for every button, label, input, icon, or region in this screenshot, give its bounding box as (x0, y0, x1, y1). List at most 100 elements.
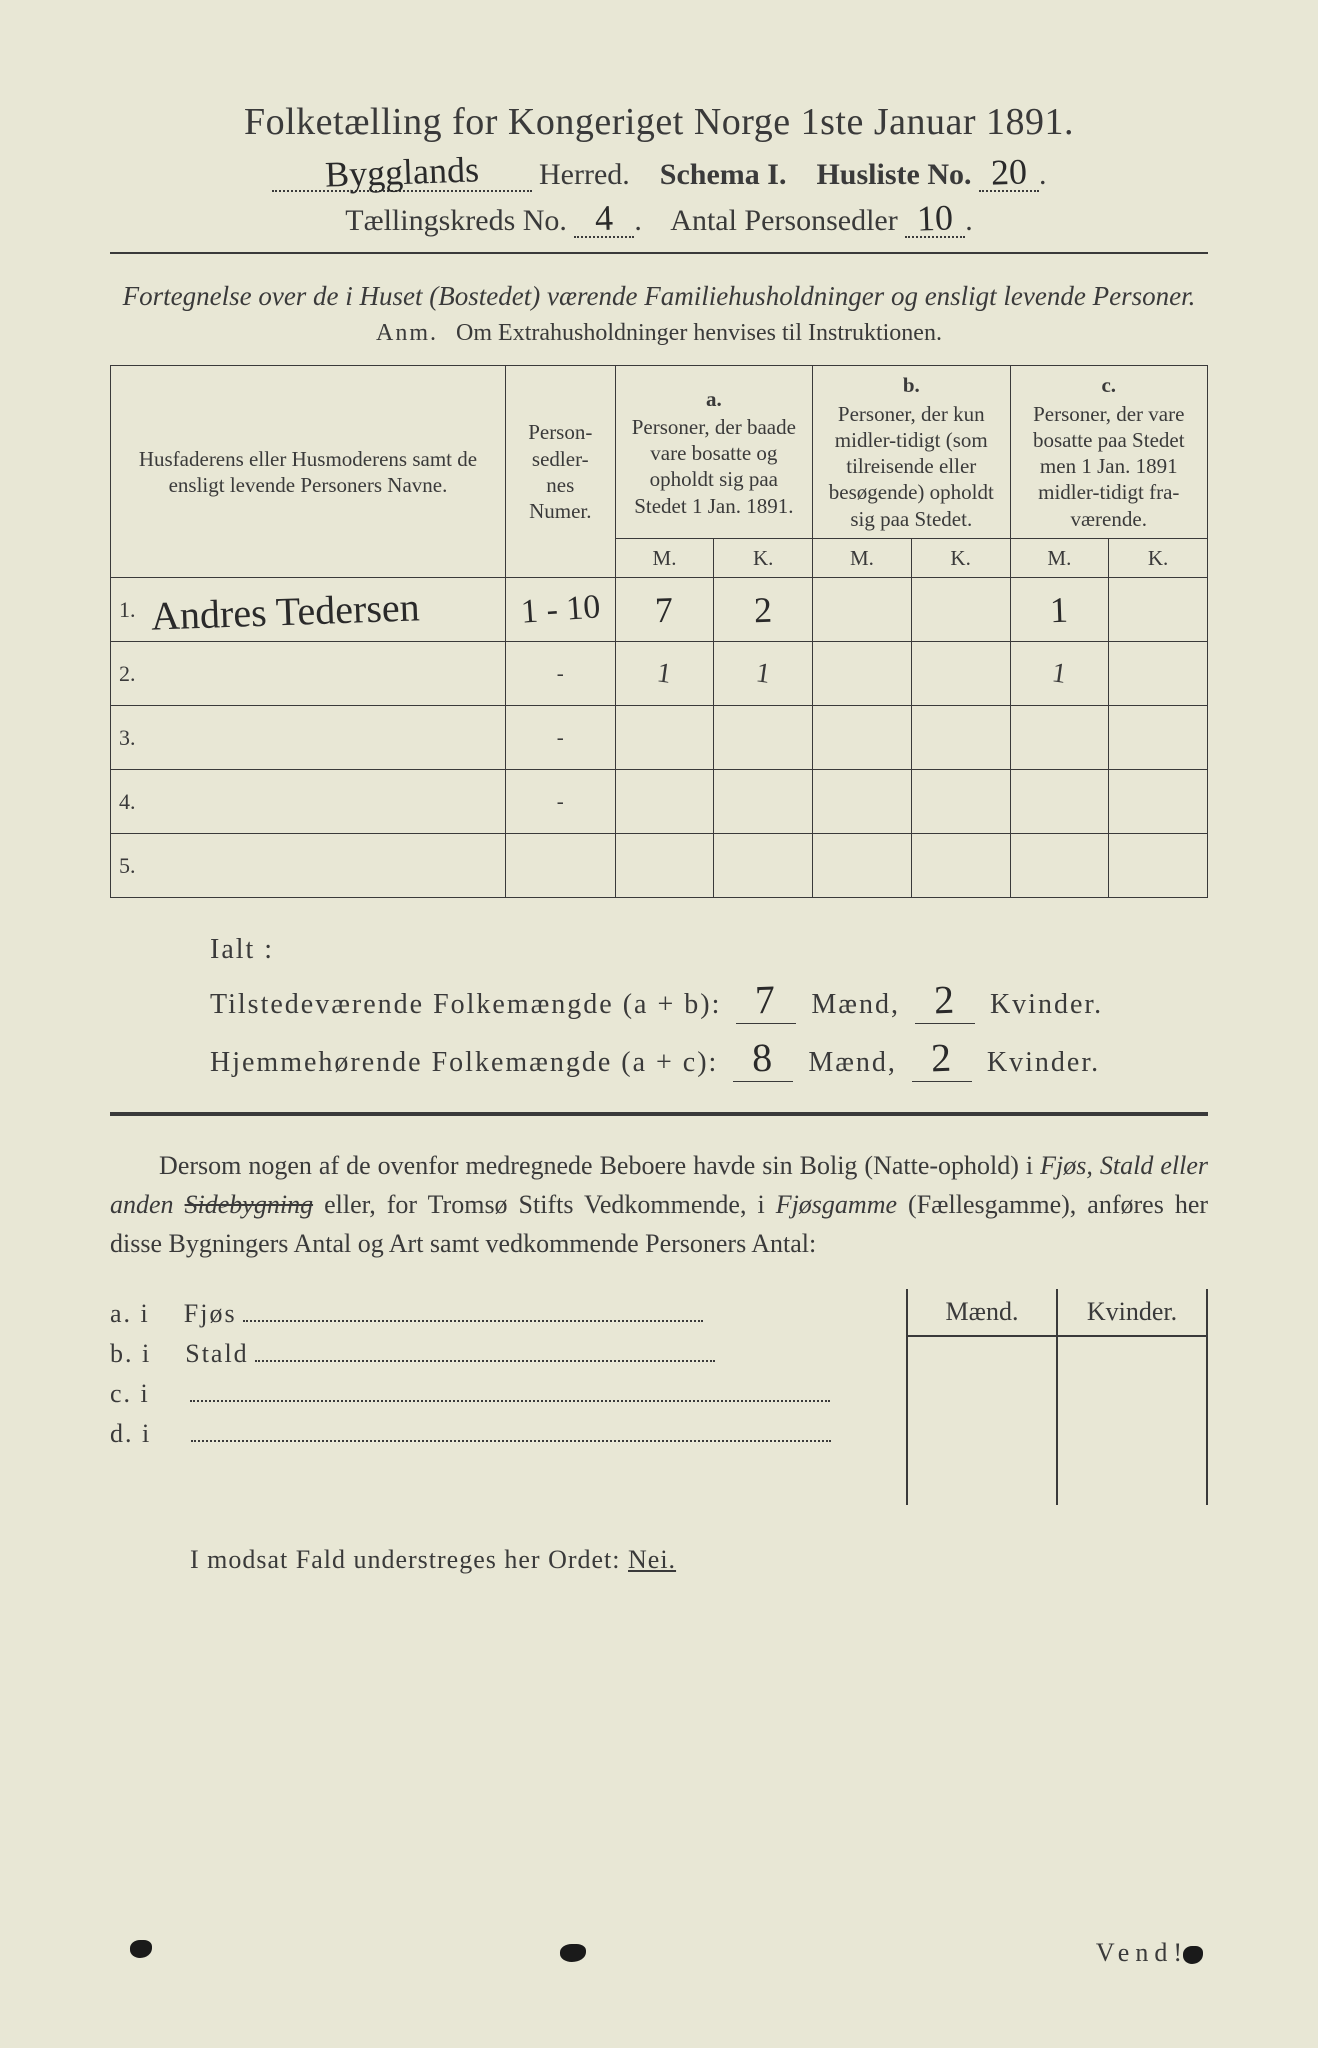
husliste-field: 20 (979, 154, 1039, 192)
col-head-b: b. Personer, der kun midler-tidigt (som … (813, 366, 1010, 539)
hjemme-label: Hjemmehørende Folkemængde (a + c): (210, 1047, 718, 1078)
final-text: I modsat Fald understreges her Ordet: (190, 1545, 628, 1574)
cell-bK (911, 834, 1010, 898)
lower-item: c. i (110, 1379, 890, 1409)
col-c-label: c. (1019, 372, 1200, 398)
col-head-name: Husfaderens eller Husmoderens samt de en… (111, 366, 506, 578)
census-table: Husfaderens eller Husmoderens samt de en… (110, 365, 1208, 898)
anm-label: Anm. (376, 320, 438, 346)
maend-label-1: Mænd, (811, 989, 900, 1020)
herred-field: Bygglands (272, 154, 532, 192)
cell-cK (1109, 642, 1208, 706)
kreds-value: 4 (595, 200, 614, 237)
col-c-text: Personer, der vare bosatte paa Stedet me… (1033, 402, 1185, 531)
cell-bK (911, 706, 1010, 770)
title-prefix: Folketælling for Kongeriget Norge 1ste J… (244, 101, 976, 143)
cell-aM (615, 706, 714, 770)
anm-text: Om Extrahusholdninger henvises til Instr… (456, 320, 942, 346)
cell-aM (615, 834, 714, 898)
cell-num: - (505, 706, 615, 770)
header-line-2: Tællingskreds No. 4 . Antal Personsedler… (110, 200, 1208, 238)
hjemme-m: 8 (752, 1034, 776, 1082)
cell-aK (714, 834, 813, 898)
maend-label-2: Mænd, (808, 1047, 897, 1078)
cell-name: 4. (111, 770, 506, 834)
husliste-value: 20 (990, 153, 1027, 190)
lower-item: b. i Stald (110, 1339, 890, 1369)
cell-aK: 2 (714, 578, 813, 642)
cell-num (505, 834, 615, 898)
ialt-label: Ialt : (210, 934, 1208, 966)
final-line: I modsat Fald understreges her Ordet: Ne… (190, 1545, 1208, 1575)
herred-label: Herred. (539, 158, 630, 191)
table-row: 2.-111 (111, 642, 1208, 706)
table-row: 4.- (111, 770, 1208, 834)
col-b-label: b. (821, 372, 1001, 398)
cell-num: 1 - 10 (505, 578, 615, 642)
cell-aM: 7 (615, 578, 714, 642)
cell-num: - (505, 642, 615, 706)
ink-blot-icon (560, 1944, 586, 1962)
head-a-k: K. (714, 538, 813, 577)
lower-left: a. i Fjøs b. i Stald c. i d. i (110, 1289, 906, 1505)
kreds-label: Tællingskreds No. (345, 204, 567, 237)
kvinder-label-1: Kvinder. (990, 989, 1103, 1020)
head-b-m: M. (813, 538, 912, 577)
personsedler-value: 10 (917, 199, 954, 236)
head-c-k: K. (1109, 538, 1208, 577)
hjemme-k: 2 (930, 1034, 954, 1082)
husliste-label: Husliste No. (816, 158, 971, 191)
tilstede-label: Tilstedeværende Folkemængde (a + b): (210, 989, 721, 1020)
head-b-k: K. (911, 538, 1010, 577)
cell-cM: 1 (1010, 642, 1109, 706)
cell-bM (813, 770, 912, 834)
totals-block: Ialt : Tilstedeværende Folkemængde (a + … (210, 934, 1208, 1082)
cell-name: 3. (111, 706, 506, 770)
head-a-m: M. (615, 538, 714, 577)
cell-cM (1010, 770, 1109, 834)
table-row: 5. (111, 834, 1208, 898)
tilstede-k: 2 (933, 976, 957, 1024)
lower-block: a. i Fjøs b. i Stald c. i d. i Mænd. Kvind… (110, 1289, 1208, 1505)
para-sidebygning: Sidebygning (185, 1190, 314, 1219)
schema-label: Schema I. (660, 158, 787, 191)
cell-aM (615, 770, 714, 834)
para-b: eller, for Tromsø Stifts Vedkommende, i (324, 1190, 776, 1219)
cell-bK (911, 642, 1010, 706)
mk-head-maend: Mænd. (908, 1297, 1056, 1337)
title-year: 1891. (986, 101, 1074, 143)
para-fjosgamme: Fjøsgamme (776, 1190, 897, 1219)
totals-row-2: Hjemmehørende Folkemængde (a + c): 8 Mæn… (210, 1034, 1208, 1082)
mk-box: Mænd. Kvinder. (906, 1289, 1208, 1505)
dersom-paragraph: Dersom nogen af de ovenfor medregnede Be… (110, 1146, 1208, 1263)
ink-blot-icon (1183, 1946, 1203, 1964)
final-nei: Nei. (628, 1545, 676, 1574)
col-head-a: a. Personer, der baade vare bosatte og o… (615, 366, 812, 539)
col-head-num: Person- sedler- nes Numer. (505, 366, 615, 578)
personsedler-label: Antal Personsedler (670, 204, 897, 237)
para-a: Dersom nogen af de ovenfor medregnede Be… (159, 1151, 1040, 1180)
page-title: Folketælling for Kongeriget Norge 1ste J… (110, 100, 1208, 144)
cell-cK (1109, 770, 1208, 834)
divider (110, 252, 1208, 254)
cell-name: 5. (111, 834, 506, 898)
herred-value: Bygglands (324, 151, 479, 192)
lower-item: a. i Fjøs (110, 1299, 890, 1329)
cell-bM (813, 578, 912, 642)
table-row: 1.Andres Tedersen1 - 10721 (111, 578, 1208, 642)
cell-aK: 1 (714, 642, 813, 706)
cell-bM (813, 834, 912, 898)
mk-col-maend: Mænd. (908, 1289, 1058, 1505)
kvinder-label-2: Kvinder. (987, 1047, 1100, 1078)
mk-col-kvinder: Kvinder. (1058, 1289, 1208, 1505)
lower-item: d. i (110, 1419, 890, 1449)
head-c-m: M. (1010, 538, 1109, 577)
cell-name: 2. (111, 642, 506, 706)
cell-cM: 1 (1010, 578, 1109, 642)
ink-blot-icon (130, 1940, 152, 1958)
cell-aM: 1 (615, 642, 714, 706)
cell-bM (813, 642, 912, 706)
col-a-label: a. (624, 386, 804, 412)
cell-cK (1109, 706, 1208, 770)
cell-bK (911, 770, 1010, 834)
